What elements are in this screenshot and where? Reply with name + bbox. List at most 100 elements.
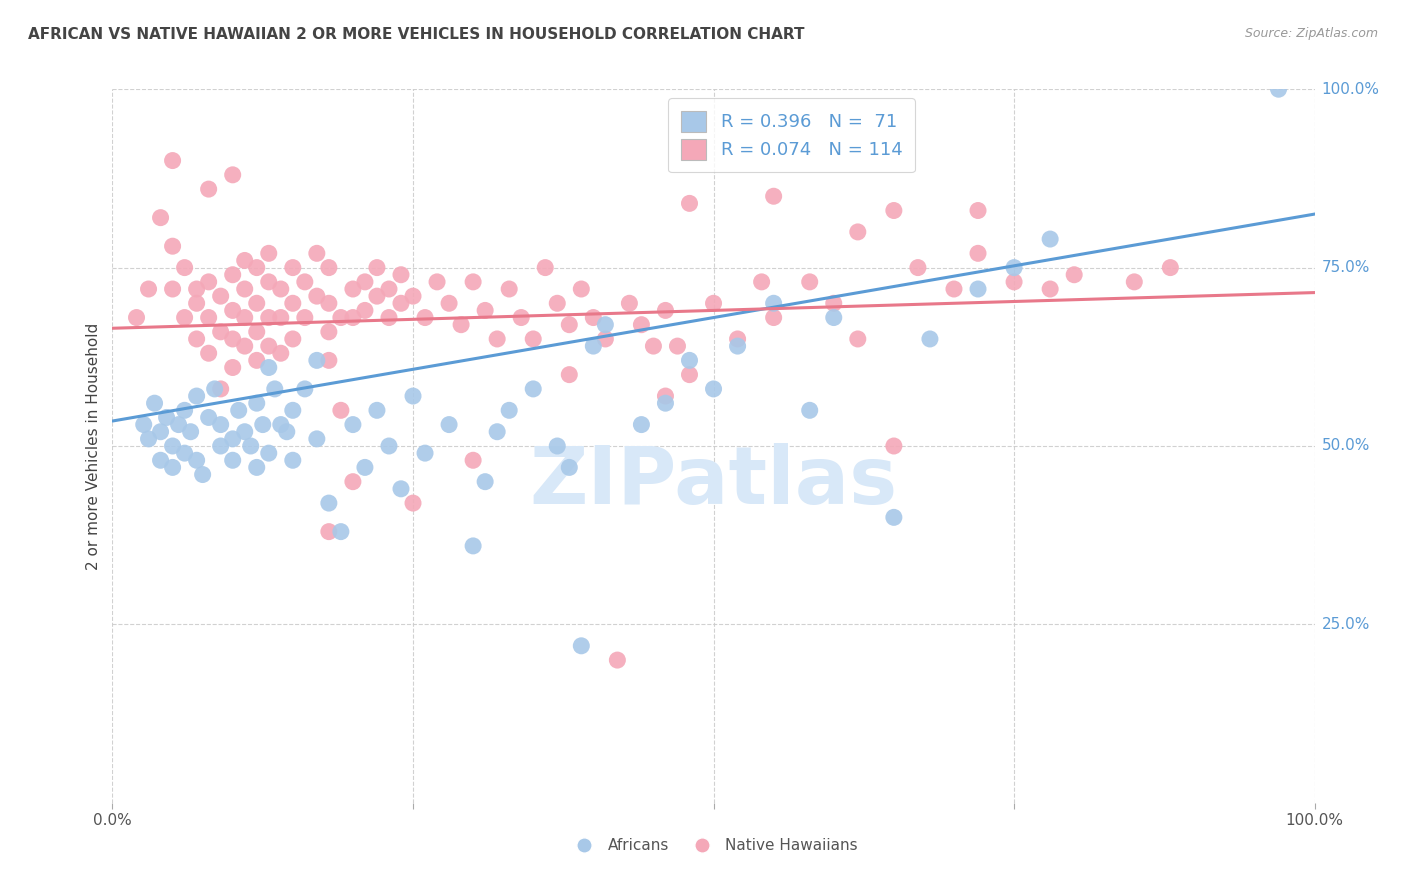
Point	[486, 425, 509, 439]
Point	[246, 260, 269, 275]
Point	[329, 310, 352, 325]
Point	[402, 289, 425, 303]
Point	[263, 382, 285, 396]
Point	[846, 332, 869, 346]
Point	[318, 296, 340, 310]
Point	[1002, 260, 1025, 275]
Point	[246, 325, 269, 339]
Point	[702, 296, 725, 310]
Point	[209, 439, 232, 453]
Point	[149, 211, 172, 225]
Point	[132, 417, 155, 432]
Point	[366, 289, 388, 303]
Point	[281, 296, 304, 310]
Point	[606, 653, 628, 667]
Point	[246, 296, 269, 310]
Point	[233, 425, 256, 439]
Point	[270, 310, 292, 325]
Point	[186, 389, 208, 403]
Point	[125, 310, 148, 325]
Point	[228, 403, 250, 417]
Point	[239, 439, 262, 453]
Point	[883, 203, 905, 218]
Point	[222, 453, 245, 467]
Legend: Africans, Native Hawaiians: Africans, Native Hawaiians	[562, 832, 865, 859]
Point	[155, 410, 177, 425]
Point	[366, 403, 388, 417]
Point	[257, 310, 280, 325]
Point	[461, 539, 484, 553]
Point	[318, 325, 340, 339]
Point	[294, 275, 316, 289]
Point	[186, 282, 208, 296]
Point	[437, 417, 460, 432]
Point	[318, 524, 340, 539]
Point	[180, 425, 202, 439]
Point	[630, 318, 652, 332]
Point	[402, 389, 425, 403]
Point	[318, 260, 340, 275]
Point	[546, 439, 568, 453]
Point	[967, 203, 990, 218]
Point	[252, 417, 274, 432]
Point	[595, 318, 617, 332]
Point	[762, 189, 785, 203]
Point	[378, 439, 401, 453]
Point	[329, 524, 352, 539]
Point	[426, 275, 449, 289]
Text: 25.0%: 25.0%	[1322, 617, 1369, 632]
Point	[413, 310, 436, 325]
Point	[162, 239, 184, 253]
Point	[678, 368, 700, 382]
Point	[727, 332, 749, 346]
Point	[595, 332, 617, 346]
Point	[318, 496, 340, 510]
Point	[654, 303, 676, 318]
Point	[342, 475, 364, 489]
Point	[138, 282, 160, 296]
Point	[318, 353, 340, 368]
Text: Source: ZipAtlas.com: Source: ZipAtlas.com	[1244, 27, 1378, 40]
Point	[173, 403, 195, 417]
Point	[246, 353, 269, 368]
Point	[209, 382, 232, 396]
Point	[918, 332, 941, 346]
Point	[342, 282, 364, 296]
Point	[1063, 268, 1085, 282]
Point	[510, 310, 533, 325]
Point	[186, 332, 208, 346]
Point	[233, 339, 256, 353]
Point	[354, 460, 377, 475]
Point	[305, 432, 328, 446]
Point	[461, 453, 484, 467]
Point	[222, 432, 245, 446]
Point	[281, 453, 304, 467]
Point	[678, 196, 700, 211]
Point	[222, 303, 245, 318]
Point	[222, 268, 245, 282]
Point	[197, 182, 219, 196]
Point	[305, 289, 328, 303]
Point	[246, 460, 269, 475]
Point	[1159, 260, 1181, 275]
Point	[569, 639, 592, 653]
Point	[173, 260, 195, 275]
Point	[342, 310, 364, 325]
Point	[354, 275, 377, 289]
Point	[413, 446, 436, 460]
Point	[558, 318, 581, 332]
Point	[209, 325, 232, 339]
Point	[907, 260, 929, 275]
Point	[305, 246, 328, 260]
Text: 100.0%: 100.0%	[1322, 82, 1379, 96]
Point	[222, 332, 245, 346]
Point	[197, 346, 219, 360]
Point	[167, 417, 190, 432]
Point	[762, 310, 785, 325]
Point	[138, 432, 160, 446]
Point	[883, 510, 905, 524]
Text: 75.0%: 75.0%	[1322, 260, 1369, 275]
Point	[534, 260, 557, 275]
Point	[149, 453, 172, 467]
Point	[702, 382, 725, 396]
